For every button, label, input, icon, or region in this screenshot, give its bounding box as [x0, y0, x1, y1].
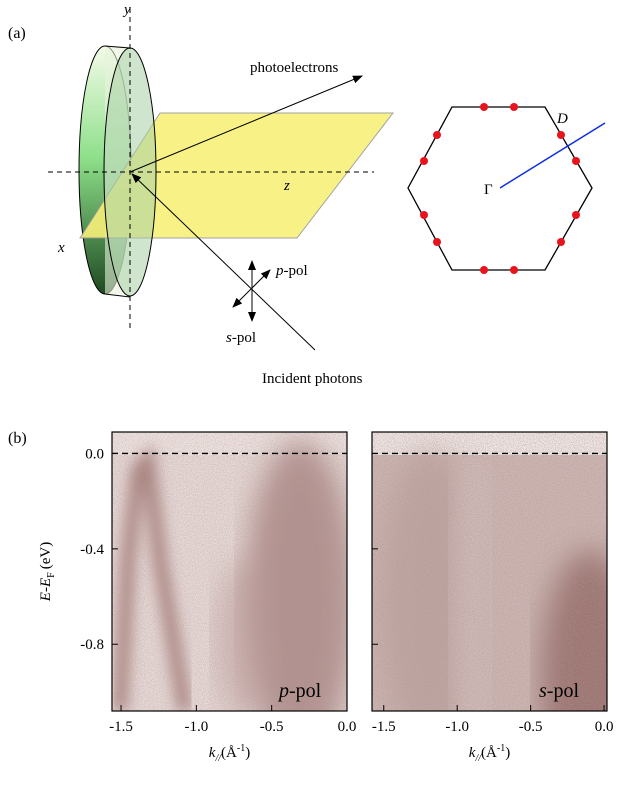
axis-label: x: [57, 240, 65, 256]
pol-text: -pol: [284, 263, 308, 279]
annotation-italic: s: [539, 680, 547, 702]
panel-label: (a): [8, 25, 26, 42]
label-unit: (Å: [221, 745, 237, 761]
figure: (a) (b) y x z photoelectrons Incident ph…: [0, 0, 634, 783]
label-unit: (Å: [481, 745, 497, 761]
label-sup: -1: [497, 743, 505, 754]
x-tick-label: -1.0: [445, 719, 469, 735]
x-tick-label: -1.0: [184, 719, 208, 735]
point-label: D: [556, 111, 568, 127]
pol-text: -pol: [232, 330, 256, 346]
label-sup: -1: [237, 743, 245, 754]
y-axis-label: E-EF (eV): [38, 542, 57, 602]
label-close: ): [245, 745, 250, 761]
annotation-text: -pol: [289, 680, 322, 702]
x-tick-label: -1.5: [109, 719, 133, 735]
y-tick-label: 0.0: [85, 446, 104, 462]
x-tick-label: -0.5: [260, 719, 284, 735]
x-tick-label: -1.5: [372, 719, 396, 735]
point-label: Γ: [484, 182, 493, 198]
y-tick-label: -0.4: [80, 542, 104, 558]
label-main: E-E: [38, 578, 54, 602]
annotation: p-pol: [277, 680, 322, 702]
annotation-italic: p: [277, 680, 289, 702]
beam-label: Incident photons: [262, 371, 363, 387]
annotation-text: -pol: [547, 680, 580, 702]
x-tick-label: 0.0: [338, 719, 357, 735]
annotation: s-pol: [539, 680, 579, 702]
panel-label: (b): [8, 430, 27, 447]
beam-label: photoelectrons: [250, 60, 338, 76]
label-unit: (eV): [38, 542, 54, 569]
axis-label: y: [122, 2, 131, 18]
axis-label: z: [283, 178, 290, 194]
x-tick-label: -0.5: [519, 719, 543, 735]
x-tick-label: 0.0: [595, 719, 614, 735]
x-axis-label: k//(Å-1): [469, 743, 510, 764]
x-axis-label: k//(Å-1): [209, 743, 250, 764]
polarization-label: s-pol: [226, 330, 256, 346]
label-close: ): [505, 745, 510, 761]
polarization-label: p-pol: [275, 263, 308, 279]
y-tick-label: -0.8: [80, 637, 104, 653]
label-sub: F: [46, 572, 57, 578]
